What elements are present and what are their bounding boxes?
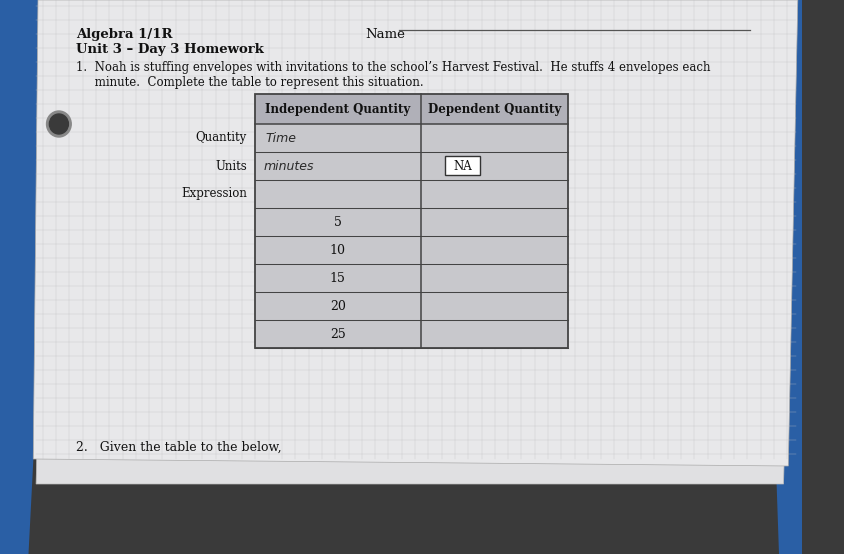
Text: NA: NA — [453, 160, 472, 172]
Text: Quantity: Quantity — [196, 131, 247, 145]
Text: Dependent Quantity: Dependent Quantity — [428, 102, 561, 115]
Text: Units: Units — [215, 160, 247, 172]
Text: minute.  Complete the table to represent this situation.: minute. Complete the table to represent … — [76, 76, 424, 89]
Text: 20: 20 — [330, 300, 345, 312]
Text: 15: 15 — [330, 271, 345, 285]
Text: 10: 10 — [330, 244, 346, 257]
Text: 25: 25 — [330, 327, 345, 341]
Circle shape — [50, 114, 68, 134]
Circle shape — [46, 111, 71, 137]
Text: Time: Time — [266, 131, 297, 145]
Polygon shape — [760, 0, 802, 554]
Text: Algebra 1/1R: Algebra 1/1R — [76, 28, 172, 41]
Text: 2.   Given the table to the below,: 2. Given the table to the below, — [76, 441, 282, 454]
FancyBboxPatch shape — [0, 0, 802, 554]
Polygon shape — [40, 0, 793, 474]
FancyBboxPatch shape — [255, 94, 568, 124]
Text: Expression: Expression — [181, 187, 247, 201]
Text: Unit 3 – Day 3 Homework: Unit 3 – Day 3 Homework — [76, 43, 264, 56]
FancyBboxPatch shape — [255, 124, 568, 348]
Polygon shape — [33, 0, 798, 466]
Text: minutes: minutes — [264, 160, 315, 172]
FancyBboxPatch shape — [446, 156, 479, 175]
Polygon shape — [0, 0, 57, 554]
Polygon shape — [36, 0, 796, 484]
Text: 5: 5 — [333, 216, 342, 228]
Text: Name: Name — [365, 28, 405, 41]
Text: Independent Quantity: Independent Quantity — [265, 102, 410, 115]
Text: 1.  Noah is stuffing envelopes with invitations to the school’s Harvest Festival: 1. Noah is stuffing envelopes with invit… — [76, 61, 711, 74]
